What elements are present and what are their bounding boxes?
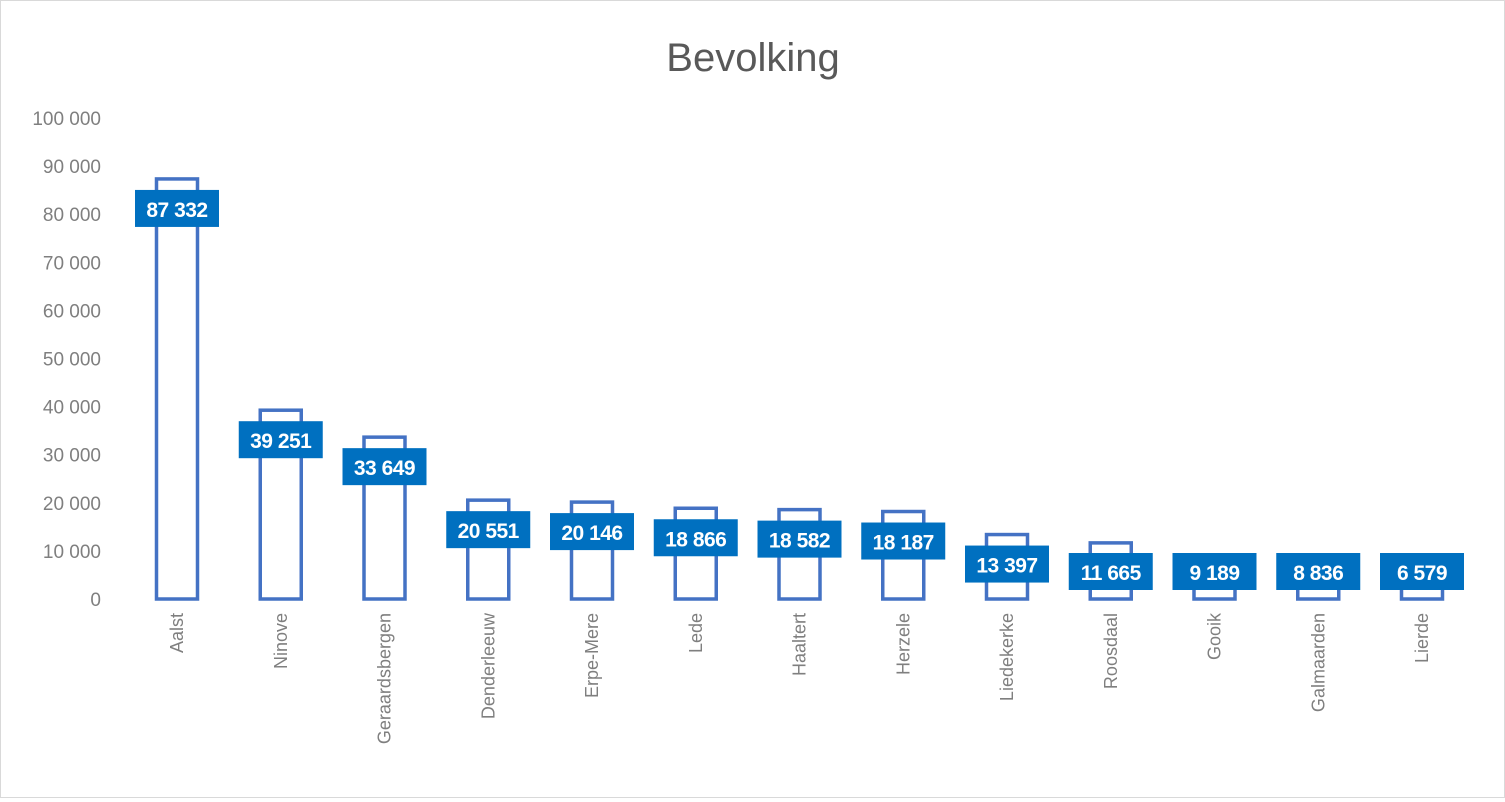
x-tick-label: Haaltert	[790, 613, 810, 676]
x-tick-label: Liedekerke	[997, 613, 1017, 701]
y-tick-label: 50 000	[43, 350, 101, 371]
data-label: 6 579	[1397, 562, 1447, 585]
data-label: 20 551	[458, 520, 520, 543]
x-tick-label: Geraardsbergen	[375, 613, 395, 744]
y-tick-label: 20 000	[43, 494, 101, 515]
data-label: 39 251	[250, 430, 312, 453]
data-label-box	[550, 513, 634, 551]
data-label-box	[446, 511, 531, 549]
y-tick-label: 90 000	[43, 157, 101, 178]
y-tick-label: 70 000	[43, 253, 101, 274]
x-tick-label: Lede	[686, 613, 706, 653]
data-label-box	[1276, 553, 1361, 590]
data-label: 20 146	[561, 522, 622, 545]
x-tick-label: Aalst	[167, 613, 187, 653]
data-label-box	[135, 189, 219, 227]
data-label: 18 582	[769, 530, 830, 553]
data-label-box	[1172, 553, 1257, 590]
data-label: 33 649	[354, 457, 415, 480]
y-tick-label: 100 000	[32, 109, 101, 130]
bar-aalst	[154, 177, 200, 601]
data-label: 18 866	[665, 528, 726, 551]
x-tick-label: Galmaarden	[1308, 613, 1328, 712]
data-label: 13 397	[976, 555, 1037, 578]
x-tick-label: Herzele	[893, 613, 913, 675]
data-label-box	[238, 421, 323, 459]
y-tick-label: 40 000	[43, 398, 101, 419]
data-label: 87 332	[146, 199, 207, 222]
data-label-box	[1380, 553, 1464, 590]
data-label-box	[757, 520, 842, 558]
x-axis: Aalst Ninove Geraardsbergen Denderleeuw Erpe…	[167, 612, 1432, 744]
x-tick-label: Gooik	[1205, 612, 1225, 660]
y-tick-label: 30 000	[43, 446, 101, 467]
y-axis: 0 10 000 20 000 30 000 40 000 50 000 60 000 70 …	[32, 109, 101, 611]
x-tick-label: Lierde	[1412, 613, 1432, 663]
data-label: 11 665	[1081, 562, 1142, 585]
data-label-box	[861, 522, 946, 560]
x-tick-label: Denderleeuw	[478, 612, 498, 719]
data-label-box	[342, 448, 427, 486]
data-label: 9 189	[1189, 562, 1239, 585]
y-tick-label: 0	[90, 590, 101, 611]
data-labels: 87 332 39 251 33 649 20 551 20 146 18 866 18 5…	[135, 189, 1464, 590]
chart-title: Bevolking	[666, 36, 839, 80]
data-label-box	[1068, 553, 1153, 590]
x-tick-label: Roosdaal	[1101, 613, 1121, 689]
data-label-box	[653, 519, 738, 557]
y-tick-label: 10 000	[43, 542, 101, 563]
y-tick-label: 60 000	[43, 301, 101, 322]
y-tick-label: 80 000	[43, 205, 101, 226]
data-label-box	[965, 545, 1049, 583]
x-tick-label: Erpe-Mere	[582, 613, 602, 698]
data-label: 8 836	[1293, 562, 1343, 585]
data-label: 18 187	[873, 532, 934, 555]
x-tick-label: Ninove	[271, 613, 291, 669]
